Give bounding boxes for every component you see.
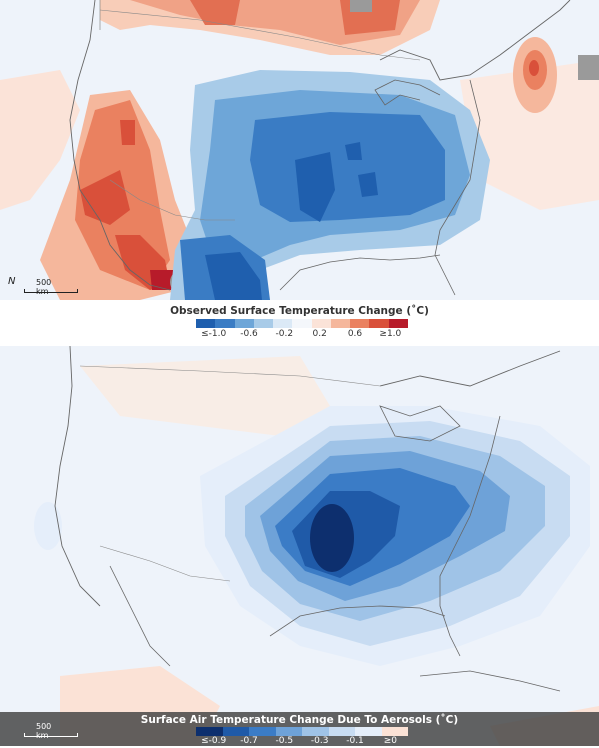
observed-legend-swatch xyxy=(253,319,274,328)
aerosol-scale-label: 500 km xyxy=(36,722,52,740)
observed-temperature-map: N 500 km xyxy=(0,0,599,300)
aerosol-legend-labels: ≤-0.9 -0.7 -0.5 -0.3 -0.1 ≥0 xyxy=(196,736,408,748)
observed-legend-swatch xyxy=(311,319,331,328)
aerosol-legend-swatch xyxy=(222,727,249,736)
observed-temperature-map-graphic xyxy=(0,0,599,300)
observed-legend-tick-label: 0.6 xyxy=(347,329,363,339)
observed-legend-swatch xyxy=(273,319,293,328)
observed-legend-tick-label: ≤-1.0 xyxy=(201,329,227,339)
aerosol-legend-swatch xyxy=(328,727,355,736)
aerosol-legend-swatch xyxy=(249,727,276,736)
observed-legend-swatch xyxy=(369,319,389,328)
observed-legend-labels: ≤-1.0 -0.6 -0.2 0.2 0.6 ≥1.0 xyxy=(196,329,408,341)
aerosol-legend-tick-label: -0.5 xyxy=(275,736,294,746)
observed-legend-swatch xyxy=(350,319,370,328)
aerosol-legend-title: Surface Air Temperature Change Due To Ae… xyxy=(140,714,459,726)
aerosol-legend-strip: Surface Air Temperature Change Due To Ae… xyxy=(0,712,599,746)
aerosol-temperature-map xyxy=(0,346,599,746)
observed-legend-tick-label: ≥1.0 xyxy=(379,329,402,339)
observed-legend-tick-label: -0.2 xyxy=(275,329,294,339)
aerosol-legend-colorbar xyxy=(196,727,408,736)
observed-legend-swatch xyxy=(292,319,312,328)
observed-legend: Observed Surface Temperature Change (˚C)… xyxy=(0,300,599,346)
aerosol-legend-swatch xyxy=(381,727,408,736)
aerosol-legend-tick-label: -0.1 xyxy=(346,736,364,746)
north-arrow-icon: N xyxy=(8,276,15,287)
aerosol-temperature-map-graphic xyxy=(0,346,599,746)
observed-legend-swatch xyxy=(388,319,408,328)
aerosol-legend-tick-label: ≥0 xyxy=(383,736,397,746)
observed-legend-swatch xyxy=(196,319,216,328)
aerosol-legend-swatch xyxy=(275,727,302,736)
observed-legend-swatch xyxy=(215,319,235,328)
observed-legend-colorbar xyxy=(196,319,408,328)
aerosol-legend-swatch xyxy=(196,727,223,736)
aerosol-legend-tick-label: -0.3 xyxy=(310,736,329,746)
observed-legend-title: Observed Surface Temperature Change (˚C) xyxy=(170,305,429,317)
observed-legend-swatch xyxy=(330,319,351,328)
north-label: N xyxy=(8,276,16,287)
scale-label: 500 km xyxy=(36,278,52,296)
observed-legend-swatch xyxy=(234,319,254,328)
aerosol-legend-tick-label: ≤-0.9 xyxy=(201,736,227,746)
observed-legend-tick-label: -0.6 xyxy=(240,329,258,339)
aerosol-legend-swatch xyxy=(302,727,329,736)
observed-legend-tick-label: 0.2 xyxy=(312,329,327,339)
aerosol-legend-swatch xyxy=(355,727,382,736)
aerosol-legend-tick-label: -0.7 xyxy=(240,736,258,746)
